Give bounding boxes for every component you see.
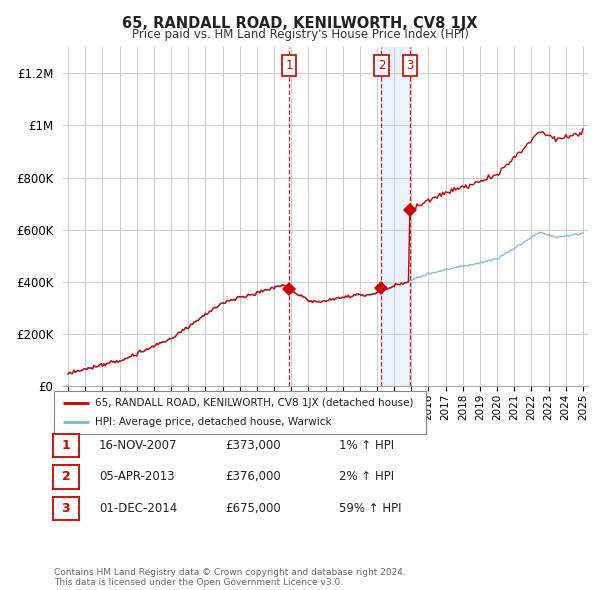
Text: 59% ↑ HPI: 59% ↑ HPI — [339, 502, 401, 515]
Text: Price paid vs. HM Land Registry's House Price Index (HPI): Price paid vs. HM Land Registry's House … — [131, 28, 469, 41]
Text: 16-NOV-2007: 16-NOV-2007 — [99, 439, 178, 452]
Text: 3: 3 — [62, 502, 70, 515]
Text: 2: 2 — [377, 59, 385, 72]
Text: HPI: Average price, detached house, Warwick: HPI: Average price, detached house, Warw… — [95, 417, 332, 427]
Text: £376,000: £376,000 — [225, 470, 281, 483]
Text: 05-APR-2013: 05-APR-2013 — [99, 470, 175, 483]
Bar — [382, 47, 410, 386]
Text: Contains HM Land Registry data © Crown copyright and database right 2024.
This d: Contains HM Land Registry data © Crown c… — [54, 568, 406, 587]
Text: 1: 1 — [286, 59, 293, 72]
Text: 01-DEC-2014: 01-DEC-2014 — [99, 502, 177, 515]
Text: 1: 1 — [62, 439, 70, 452]
Text: 2: 2 — [62, 470, 70, 483]
Text: £373,000: £373,000 — [225, 439, 281, 452]
Text: 1% ↑ HPI: 1% ↑ HPI — [339, 439, 394, 452]
Text: £675,000: £675,000 — [225, 502, 281, 515]
Text: 3: 3 — [406, 59, 413, 72]
Text: 2% ↑ HPI: 2% ↑ HPI — [339, 470, 394, 483]
Text: 65, RANDALL ROAD, KENILWORTH, CV8 1JX (detached house): 65, RANDALL ROAD, KENILWORTH, CV8 1JX (d… — [95, 398, 413, 408]
Text: 65, RANDALL ROAD, KENILWORTH, CV8 1JX: 65, RANDALL ROAD, KENILWORTH, CV8 1JX — [122, 16, 478, 31]
